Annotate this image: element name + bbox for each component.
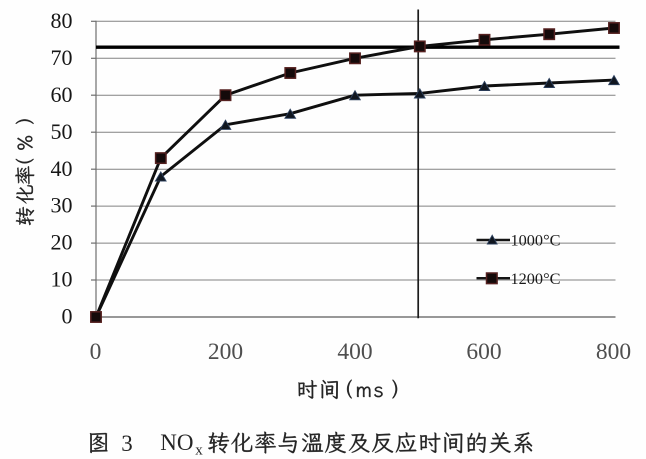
svg-text:0: 0 — [90, 339, 102, 365]
svg-text:70: 70 — [51, 45, 73, 70]
svg-text:200: 200 — [208, 339, 243, 365]
svg-text:600: 600 — [466, 339, 501, 365]
svg-text:50: 50 — [51, 119, 73, 144]
svg-text:3: 3 — [121, 431, 133, 456]
svg-text:20: 20 — [51, 230, 73, 255]
svg-text:1000°C: 1000°C — [511, 231, 561, 250]
svg-text:x: x — [195, 443, 203, 459]
svg-text:800: 800 — [596, 339, 631, 365]
svg-text:400: 400 — [337, 339, 372, 365]
svg-text:1200°C: 1200°C — [511, 269, 561, 288]
svg-text:10: 10 — [51, 267, 73, 292]
svg-text:80: 80 — [51, 8, 73, 33]
svg-text:60: 60 — [51, 82, 73, 107]
svg-text:40: 40 — [51, 156, 73, 181]
svg-text:NO: NO — [160, 430, 193, 455]
svg-text:30: 30 — [51, 193, 73, 218]
svg-text:0: 0 — [62, 304, 73, 329]
